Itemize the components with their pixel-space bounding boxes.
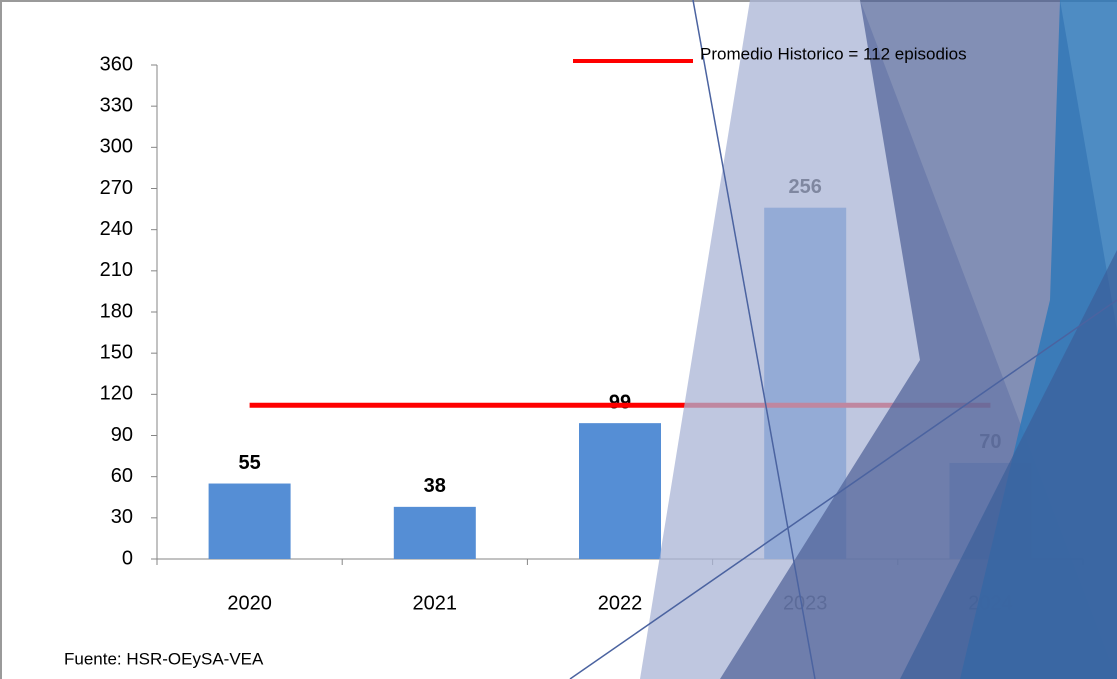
- y-tick-label: 150: [100, 341, 133, 363]
- x-tick-label: 2020: [227, 592, 272, 614]
- decor-line: [569, 299, 1117, 679]
- value-label: 99: [609, 391, 631, 413]
- decor-line: [692, 0, 816, 679]
- y-tick-label: 270: [100, 177, 133, 199]
- y-tick-label: 330: [100, 94, 133, 116]
- value-label: 55: [238, 452, 260, 474]
- value-label: 38: [424, 475, 446, 497]
- bar: [208, 483, 291, 559]
- y-tick-label: 300: [100, 136, 133, 158]
- y-tick-label: 180: [100, 300, 133, 322]
- y-tick-label: 240: [100, 218, 133, 240]
- y-tick-label: 210: [100, 259, 133, 281]
- y-tick-label: 360: [100, 53, 133, 75]
- y-tick-label: 90: [111, 424, 133, 446]
- legend-label: Promedio Historico = 112 episodios: [700, 44, 967, 63]
- x-tick-label: 2022: [598, 592, 643, 614]
- decoration: [569, 0, 1117, 679]
- y-tick-label: 0: [122, 547, 133, 569]
- decor-shape: [900, 250, 1117, 679]
- x-tick-label: 2021: [413, 592, 458, 614]
- source-note: Fuente: HSR-OEySA-VEA: [64, 649, 264, 668]
- bar: [393, 506, 476, 559]
- bar: [579, 423, 661, 559]
- y-tick-label: 120: [100, 383, 133, 405]
- y-tick-label: 30: [111, 506, 133, 528]
- y-tick-label: 60: [111, 465, 133, 487]
